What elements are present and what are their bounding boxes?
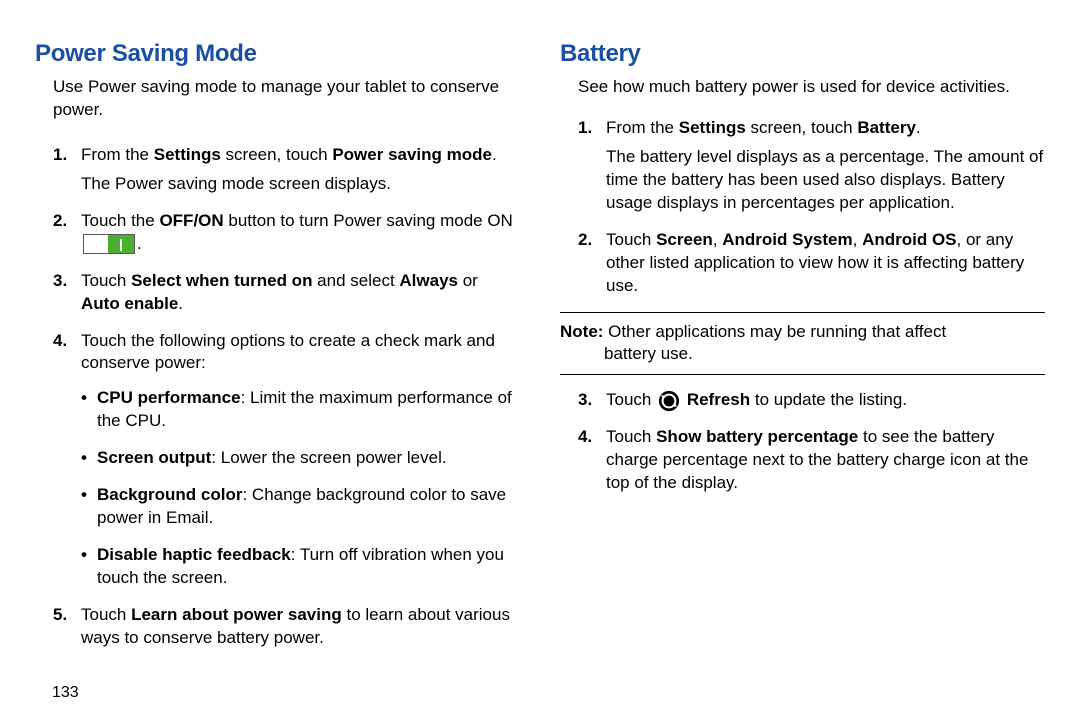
bullet-bg: Background color: Change background colo… bbox=[81, 484, 520, 530]
note-block: Note: Other applications may be running … bbox=[560, 312, 1045, 376]
step-1-sub: The Power saving mode screen displays. bbox=[81, 173, 520, 196]
bullet-cpu: CPU performance: Limit the maximum perfo… bbox=[81, 387, 520, 433]
r-step-3: Touch Refresh to update the listing. bbox=[578, 389, 1045, 412]
bullet-screen: Screen output: Lower the screen power le… bbox=[81, 447, 520, 470]
page-number: 133 bbox=[52, 684, 79, 702]
bullet-haptic: Disable haptic feedback: Turn off vibrat… bbox=[81, 544, 520, 590]
step-3: Touch Select when turned on and select A… bbox=[53, 270, 520, 316]
left-column: Power Saving Mode Use Power saving mode … bbox=[35, 40, 520, 664]
intro-right: See how much battery power is used for d… bbox=[578, 76, 1045, 99]
refresh-icon bbox=[658, 390, 680, 412]
step-1: From the Settings screen, touch Power sa… bbox=[53, 144, 520, 196]
steps-right-2: Touch Refresh to update the listing. Tou… bbox=[578, 389, 1045, 495]
toggle-on-icon bbox=[83, 234, 135, 254]
r-step-2: Touch Screen, Android System, Android OS… bbox=[578, 229, 1045, 298]
steps-right: From the Settings screen, touch Battery.… bbox=[578, 117, 1045, 298]
r-step-1: From the Settings screen, touch Battery.… bbox=[578, 117, 1045, 215]
bullet-list: CPU performance: Limit the maximum perfo… bbox=[81, 387, 520, 590]
r-step-1-sub: The battery level displays as a percenta… bbox=[606, 146, 1045, 215]
intro-left: Use Power saving mode to manage your tab… bbox=[53, 76, 520, 122]
step-4: Touch the following options to create a … bbox=[53, 330, 520, 590]
r-step-4: Touch Show battery percentage to see the… bbox=[578, 426, 1045, 495]
steps-left: From the Settings screen, touch Power sa… bbox=[53, 144, 520, 650]
heading-battery: Battery bbox=[560, 40, 1045, 68]
right-column: Battery See how much battery power is us… bbox=[560, 40, 1045, 664]
step-5: Touch Learn about power saving to learn … bbox=[53, 604, 520, 650]
step-2: Touch the OFF/ON button to turn Power sa… bbox=[53, 210, 520, 256]
heading-power-saving: Power Saving Mode bbox=[35, 40, 520, 68]
